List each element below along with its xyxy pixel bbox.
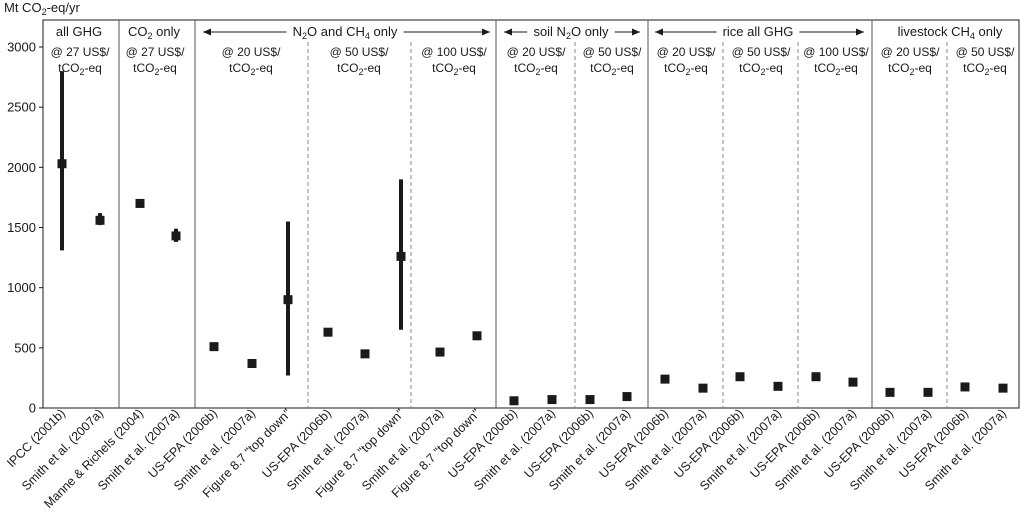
data-point (998, 383, 1008, 393)
data-point (509, 396, 519, 406)
y-axis-label: Mt CO2-eq/yr (4, 0, 80, 17)
price-label-line2: tCO2-eq (963, 61, 1007, 77)
price-label-line1: @ 50 US$/ (732, 45, 792, 59)
data-point (585, 395, 595, 405)
axes: Mt CO2-eq/yr 0 500 1000 1500 2000 2500 3000 (4, 0, 1020, 416)
data-point (171, 231, 181, 241)
group-title: N2O and CH4 only (293, 24, 398, 41)
y-tick-label: 0 (29, 401, 36, 416)
price-label-line2: tCO2-eq (229, 61, 273, 77)
category-label: US-EPA (2006b) (897, 406, 972, 481)
group-title: rice all GHG (723, 24, 794, 39)
data-point (435, 347, 445, 357)
y-tick-label: 2000 (7, 160, 36, 175)
group-title: soil N2O only (533, 24, 609, 41)
data-point (660, 374, 670, 384)
group-title: CO2 only (128, 24, 180, 41)
price-label-line2: tCO2-eq (337, 61, 381, 77)
group-title: all GHG (56, 24, 102, 39)
price-label-line1: @ 20 US$/ (881, 45, 941, 59)
data-point (622, 392, 632, 402)
data-point (848, 377, 858, 387)
price-label-line1: @ 27 US$/ (126, 45, 186, 59)
data-point (57, 159, 67, 169)
y-tick-label: 1500 (7, 220, 36, 235)
price-label-line1: @ 100 US$/ (803, 45, 869, 59)
data-point (95, 215, 105, 225)
price-label-line1: @ 20 US$/ (507, 45, 567, 59)
category-label: US-EPA (2006b) (822, 406, 897, 481)
y-tick-label: 2500 (7, 100, 36, 115)
data-point (811, 372, 821, 382)
data-point (735, 372, 745, 382)
y-tick-label: 500 (14, 340, 36, 355)
group-title: livestock CH4 only (898, 24, 1003, 41)
price-label-line2: tCO2-eq (888, 61, 932, 77)
data-point (247, 358, 257, 368)
arrow-head (504, 28, 512, 36)
category-label: US-EPA (2006b) (446, 406, 521, 481)
price-label-line2: tCO2-eq (664, 61, 708, 77)
price-label-line1: @ 20 US$/ (657, 45, 717, 59)
data-point (360, 349, 370, 359)
data-point (283, 295, 293, 305)
price-label-line2: tCO2-eq (58, 61, 102, 77)
panel-headers: all GHG CO2 only N2O and CH4 only soil N2O … (51, 24, 1016, 77)
data-point (472, 331, 482, 341)
data-point (923, 387, 933, 397)
data-point (698, 383, 708, 393)
data-point (885, 387, 895, 397)
arrow-head (203, 28, 211, 36)
category-labels: IPCC (2001b)Smith et al. (2007a)Manne & … (4, 406, 1009, 511)
price-label-line1: @ 50 US$/ (330, 45, 390, 59)
plot-frame (42, 19, 1020, 409)
category-label: US-EPA (2006b) (146, 406, 221, 481)
price-label-line1: @ 20 US$/ (222, 45, 282, 59)
data-point (209, 342, 219, 352)
arrow-head (856, 28, 864, 36)
price-label-line1: @ 27 US$/ (51, 45, 111, 59)
category-label: US-EPA (2006b) (672, 406, 747, 481)
data-point (135, 198, 145, 208)
data-point (396, 251, 406, 261)
price-label-line1: @ 100 US$/ (421, 45, 487, 59)
arrow-head (482, 28, 490, 36)
data-point (960, 382, 970, 392)
y-tick-label: 1000 (7, 280, 36, 295)
data-marks (57, 71, 1008, 406)
price-label-line2: tCO2-eq (432, 61, 476, 77)
panel-dividers (118, 20, 948, 408)
arrow-head (632, 28, 640, 36)
price-label-line1: @ 50 US$/ (583, 45, 643, 59)
y-tick-label: 3000 (7, 40, 36, 55)
price-label-line2: tCO2-eq (590, 61, 634, 77)
price-label-line1: @ 50 US$/ (956, 45, 1016, 59)
arrow-head (655, 28, 663, 36)
price-label-line2: tCO2-eq (514, 61, 558, 77)
price-label-line2: tCO2-eq (739, 61, 783, 77)
price-label-line2: tCO2-eq (814, 61, 858, 77)
price-label-line2: tCO2-eq (133, 61, 177, 77)
data-point (323, 327, 333, 337)
data-point (773, 381, 783, 391)
category-label: US-EPA (2006b) (597, 406, 672, 481)
data-point (547, 395, 557, 405)
